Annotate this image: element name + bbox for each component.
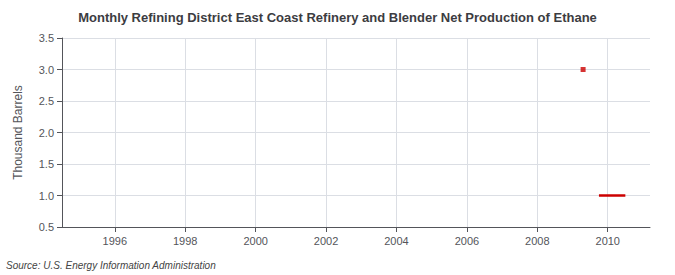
svg-text:2008: 2008 — [525, 235, 549, 247]
svg-text:3.5: 3.5 — [39, 32, 54, 44]
svg-text:2004: 2004 — [384, 235, 408, 247]
svg-text:Thousand Barrels: Thousand Barrels — [11, 85, 25, 180]
svg-text:1998: 1998 — [173, 235, 197, 247]
svg-text:2000: 2000 — [243, 235, 267, 247]
svg-text:2010: 2010 — [596, 235, 620, 247]
svg-text:Monthly Refining District East: Monthly Refining District East Coast Ref… — [78, 10, 597, 25]
svg-text:1.5: 1.5 — [39, 158, 54, 170]
svg-text:Source: U.S. Energy Informatio: Source: U.S. Energy Information Administ… — [6, 260, 216, 271]
svg-text:0.5: 0.5 — [39, 221, 54, 233]
svg-text:2002: 2002 — [314, 235, 338, 247]
svg-text:2.5: 2.5 — [39, 95, 54, 107]
svg-text:1996: 1996 — [103, 235, 127, 247]
svg-text:2006: 2006 — [455, 235, 479, 247]
svg-text:1.0: 1.0 — [39, 190, 54, 202]
svg-text:3.0: 3.0 — [39, 64, 54, 76]
svg-text:2.0: 2.0 — [39, 127, 54, 139]
